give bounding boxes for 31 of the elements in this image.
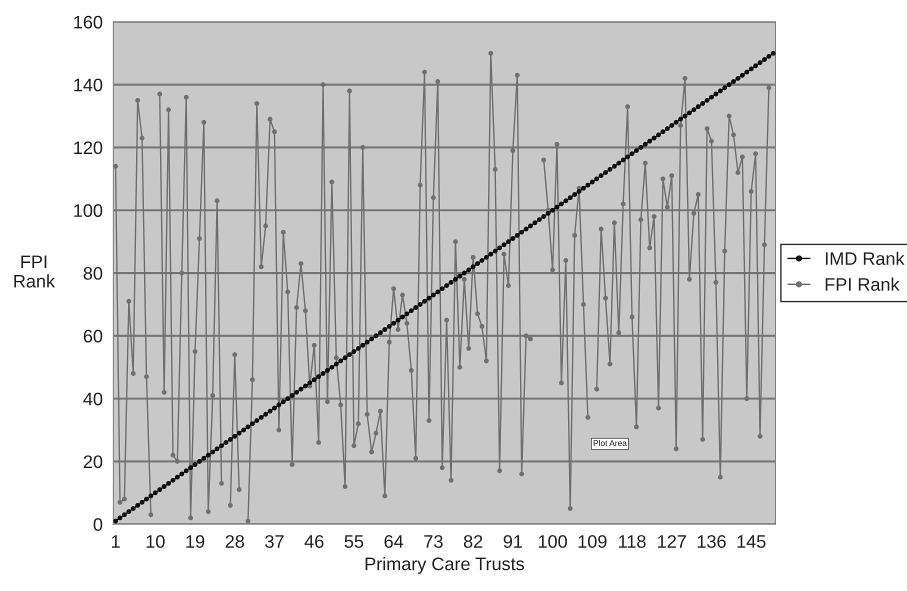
y-tick-label: 120 [74,141,102,154]
x-tick-label: 100 [538,535,567,548]
y-tick-label: 100 [74,204,102,217]
y-axis-title: FPI Rank [14,256,56,288]
legend-label: IMD Rank [826,252,905,265]
x-tick-label: 145 [738,535,766,548]
y-tick-label: 0 [94,518,102,531]
x-tick-label: 19 [186,535,204,548]
legend-label: FPI Rank [826,278,900,291]
x-tick-label: 46 [304,535,324,548]
x-tick-label: 109 [578,535,607,548]
x-tick-label: 73 [424,535,443,548]
x-tick-label: 136 [698,535,726,548]
x-tick-label: 82 [464,535,482,548]
y-tick-label: 140 [74,78,102,92]
x-tick-label: 64 [384,535,404,548]
y-tick-label: 60 [84,330,102,343]
x-tick-label: 118 [619,535,646,548]
x-axis-title: Primary Care Trusts [366,557,524,574]
y-tick-label: 40 [83,392,102,406]
x-tick-label: 91 [504,535,522,548]
y-tick-label: 160 [74,16,102,29]
annotation: Plot Area [594,440,627,446]
x-tick-label: 28 [226,535,244,548]
x-tick-label: 127 [658,535,686,548]
x-tick-label: 55 [344,535,364,548]
y-tick-label: 80 [84,266,102,280]
x-tick-label: 37 [265,535,284,548]
x-tick-label: 10 [146,535,165,548]
x-tick-label: 1 [112,535,120,548]
y-tick-label: 20 [84,455,102,468]
